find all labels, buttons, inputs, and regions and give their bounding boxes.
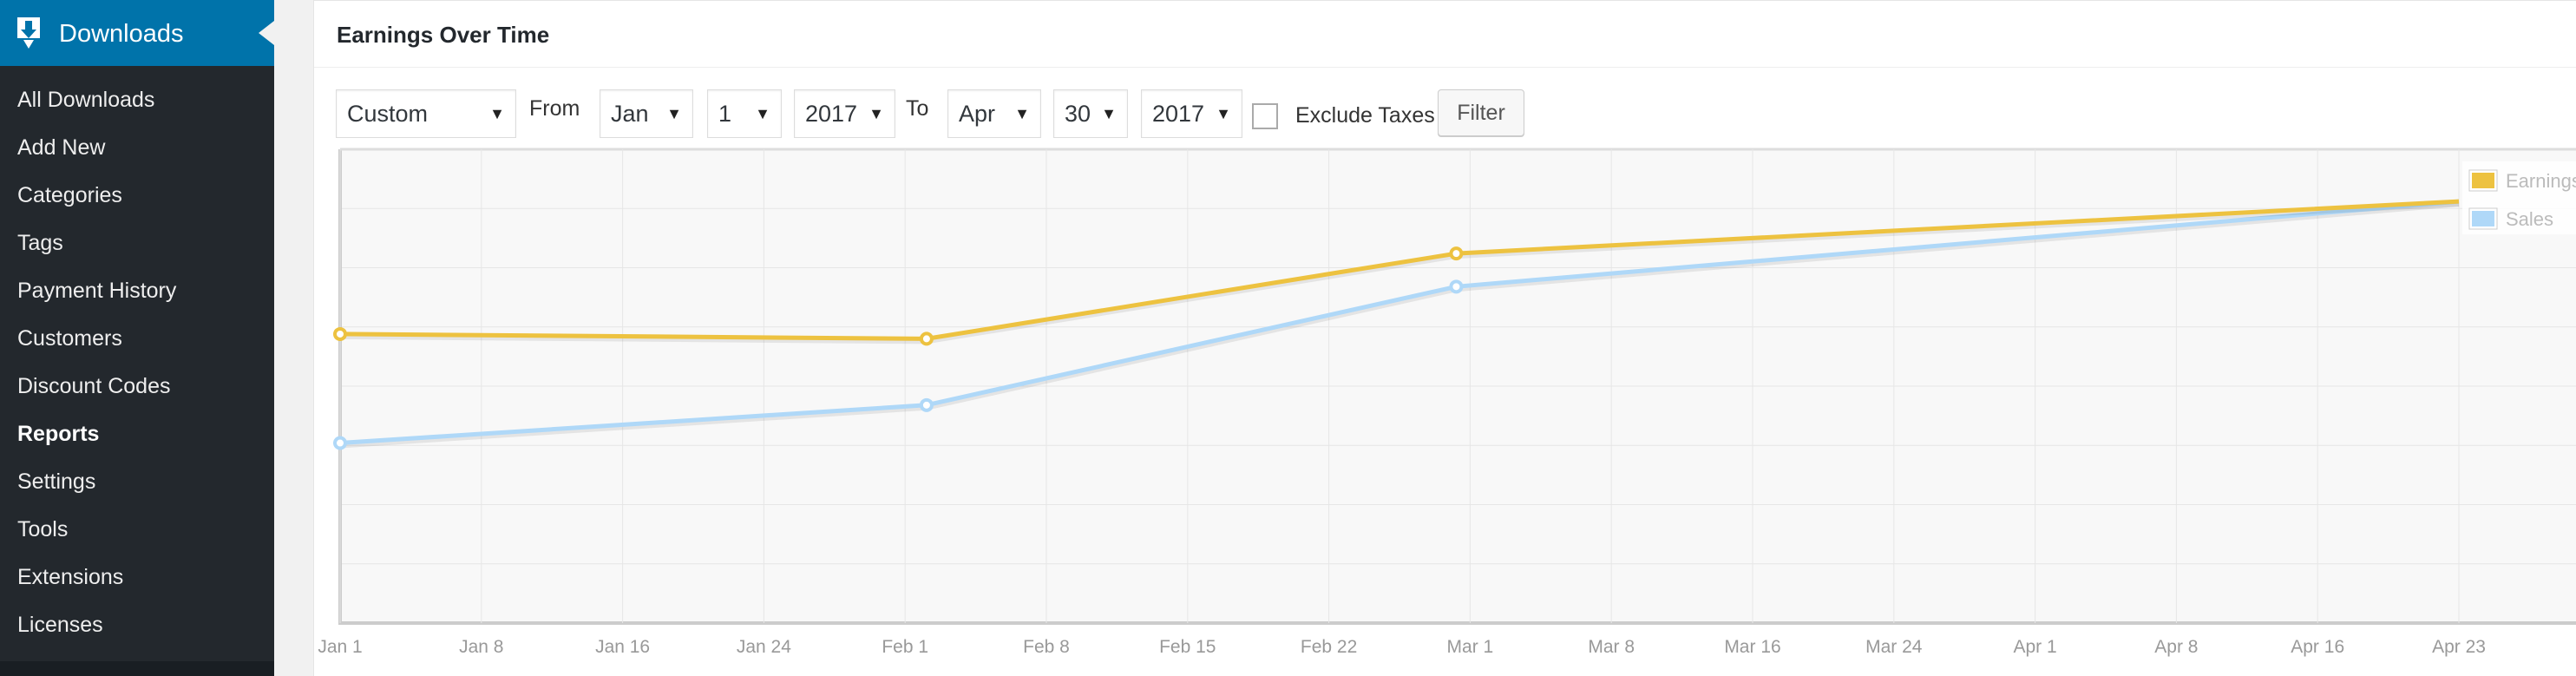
x-tick-label: Jan 1	[318, 637, 362, 657]
to-year-value: 2017	[1152, 101, 1205, 127]
data-point-earnings[interactable]	[333, 326, 347, 341]
sidebar-item-tags[interactable]: Tags	[17, 231, 63, 255]
x-tick-label: Apr 16	[2291, 637, 2344, 657]
sidebar-item-tools[interactable]: Tools	[17, 517, 69, 541]
range-select-value: Custom	[347, 101, 429, 127]
from-day-value: 1	[718, 101, 732, 127]
admin-sidebar: Downloads All Downloads Add New Categories…	[0, 0, 274, 676]
data-point-earnings[interactable]	[1449, 246, 1464, 261]
sidebar-item-categories[interactable]: Categories	[17, 183, 122, 207]
panel-title: Earnings Over Time	[337, 22, 550, 48]
range-select[interactable]: Custom ▼	[336, 89, 516, 138]
from-day-select[interactable]: 1 ▼	[707, 89, 782, 138]
legend-swatch-earnings	[2472, 173, 2494, 188]
to-day-value: 30	[1065, 101, 1091, 127]
data-point-earnings[interactable]	[919, 331, 934, 346]
sidebar-item-discount-codes[interactable]: Discount Codes	[17, 374, 171, 398]
sidebar-item-customers[interactable]: Customers	[17, 326, 122, 351]
sidebar-header-label: Downloads	[59, 20, 184, 48]
to-label: To	[906, 96, 929, 121]
exclude-taxes-label: Exclude Taxes	[1295, 103, 1435, 128]
from-month-arrow-icon: ▼	[666, 105, 682, 122]
to-day-select[interactable]: 30 ▼	[1053, 89, 1128, 138]
x-tick-label: Apr 23	[2432, 637, 2486, 657]
panel-divider	[314, 67, 2576, 68]
data-point-sales[interactable]	[333, 436, 347, 450]
legend-label-earnings: Earnings	[2506, 170, 2576, 192]
x-tick-label: Feb 1	[882, 637, 928, 657]
to-month-arrow-icon: ▼	[1014, 105, 1030, 122]
from-year-value: 2017	[805, 101, 858, 127]
sidebar-item-all-downloads[interactable]: All Downloads	[17, 88, 155, 112]
sidebar-submenu: All Downloads Add New Categories Tags Paymen…	[0, 76, 274, 649]
legend-swatch-sales	[2472, 211, 2494, 226]
x-tick-label: Feb 22	[1301, 637, 1357, 657]
x-tick-label: Feb 15	[1159, 637, 1216, 657]
sidebar-item-reports[interactable]: Reports	[17, 422, 100, 446]
from-month-value: Jan	[611, 101, 649, 127]
sidebar-item-downloads[interactable]: Downloads	[0, 0, 274, 66]
sidebar-item-add-new[interactable]: Add New	[17, 135, 106, 160]
series-shadow-earnings	[339, 201, 2460, 345]
to-year-arrow-icon: ▼	[1216, 105, 1231, 122]
x-tick-label: Mar 16	[1724, 637, 1780, 657]
to-day-arrow-icon: ▼	[1101, 105, 1117, 122]
x-tick-label: Mar 1	[1447, 637, 1494, 657]
current-menu-pointer	[259, 21, 274, 45]
sidebar-item-payment-history[interactable]: Payment History	[17, 279, 177, 303]
to-month-value: Apr	[959, 101, 996, 127]
x-tick-label: Jan 24	[737, 637, 791, 657]
from-day-arrow-icon: ▼	[755, 105, 770, 122]
exclude-taxes-checkbox[interactable]	[1252, 103, 1278, 129]
legend-label-sales: Sales	[2506, 208, 2553, 230]
x-tick-label: Jan 16	[595, 637, 650, 657]
x-tick-label: Apr 1	[2013, 637, 2056, 657]
from-month-select[interactable]: Jan ▼	[600, 89, 693, 138]
series-line-sales	[339, 199, 2460, 445]
x-tick-label: Apr 8	[2154, 637, 2198, 657]
to-year-select[interactable]: 2017 ▼	[1141, 89, 1242, 138]
filter-button[interactable]: Filter	[1438, 89, 1524, 136]
from-year-select[interactable]: 2017 ▼	[794, 89, 895, 138]
from-year-arrow-icon: ▼	[868, 105, 884, 122]
sidebar-item-licenses[interactable]: Licenses	[17, 613, 103, 637]
x-tick-label: Mar 8	[1588, 637, 1635, 657]
sidebar-item-settings[interactable]: Settings	[17, 469, 96, 494]
x-axis-ticks: Jan 1 Jan 8 Jan 16 Jan 24 Feb 1 Feb 8 Feb 15 Fe…	[318, 637, 2486, 657]
x-tick-label: Mar 24	[1865, 637, 1923, 657]
data-point-sales[interactable]	[919, 397, 934, 412]
chart-legend: Earnings Sales	[2462, 161, 2576, 234]
chart-grid	[338, 148, 2576, 625]
sidebar-item-extensions[interactable]: Extensions	[17, 565, 124, 589]
x-tick-label: Feb 8	[1023, 637, 1070, 657]
range-select-arrow-icon: ▼	[489, 105, 505, 122]
series-shadow-sales	[339, 201, 2460, 449]
sidebar-footer-strip	[0, 661, 274, 676]
chart-series	[333, 199, 2460, 450]
to-month-select[interactable]: Apr ▼	[947, 89, 1041, 138]
x-tick-label: Jan 8	[459, 637, 503, 657]
from-label: From	[529, 96, 580, 121]
data-point-sales[interactable]	[1449, 279, 1464, 294]
download-icon	[17, 17, 40, 49]
series-line-earnings	[339, 199, 2460, 341]
